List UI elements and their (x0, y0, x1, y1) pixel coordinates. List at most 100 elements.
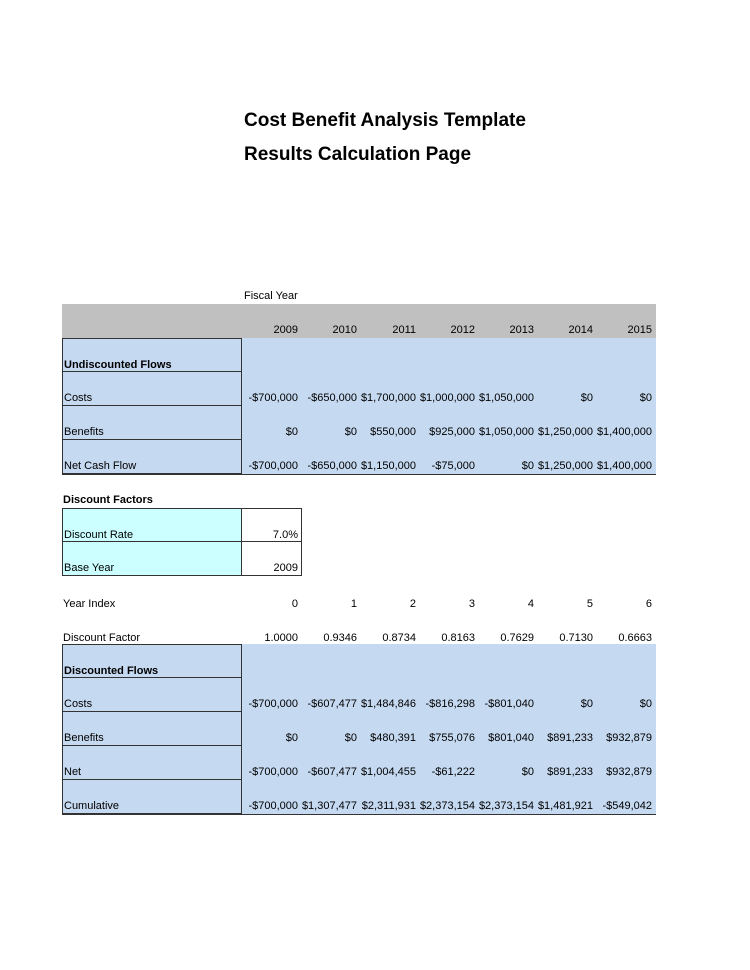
row-label: Benefits (62, 406, 242, 440)
cell[interactable]: 2009 (273, 324, 298, 336)
row-label: Cumulative (62, 780, 242, 814)
input-label: Discount Rate (62, 508, 242, 542)
cell[interactable]: -$700,000 (248, 460, 298, 472)
cell[interactable]: $1,004,455 (360, 766, 416, 778)
row-label: Net Cash Flow (62, 440, 242, 474)
cell[interactable]: $1,481,921 (537, 800, 593, 812)
cell[interactable]: 3 (468, 598, 475, 610)
cell[interactable]: 0.9346 (323, 632, 357, 644)
cell[interactable]: 4 (527, 598, 534, 610)
cell[interactable]: $1,484,846 (360, 698, 416, 710)
discounted-row: Cumulative -$700,000 $1,307,477 $2,311,931 $… (62, 780, 656, 815)
cell[interactable]: -$700,000 (248, 392, 298, 404)
cell[interactable]: $0 (580, 392, 593, 404)
undiscounted-row: Benefits $0 $0 $550,000 $925,000 $1,050,000 $1… (62, 406, 656, 440)
discounted-row: Benefits $0 $0 $480,391 $755,076 $801,040 $891… (62, 712, 656, 746)
cell[interactable]: $1,400,000 (596, 426, 652, 438)
cell[interactable]: $0 (521, 766, 534, 778)
cell[interactable]: $1,400,000 (596, 460, 652, 472)
fiscal-year-label: Fiscal Year (244, 290, 298, 302)
cell[interactable]: $1,250,000 (537, 460, 593, 472)
cell[interactable]: 2011 (392, 324, 416, 336)
row-label: Discounted Flows (62, 644, 242, 678)
cell[interactable]: $1,307,477 (301, 800, 357, 812)
cell[interactable]: 0.8734 (382, 632, 416, 644)
cell[interactable]: 0.8163 (441, 632, 475, 644)
cell[interactable]: -$700,000 (248, 800, 298, 812)
undiscounted-heading-row: Undiscounted Flows (62, 338, 656, 372)
page-subtitle: Results Calculation Page (244, 144, 472, 165)
cell[interactable]: 1 (350, 598, 357, 610)
cell[interactable]: -$816,298 (425, 698, 475, 710)
cell[interactable]: 0.6663 (618, 632, 652, 644)
cell[interactable]: 2012 (450, 324, 475, 336)
cell[interactable]: 5 (586, 598, 593, 610)
cell[interactable]: $2,373,154 (419, 800, 475, 812)
cell[interactable]: -$650,000 (307, 460, 357, 472)
cell[interactable]: $1,000,000 (419, 392, 475, 404)
cell[interactable]: $891,233 (547, 766, 593, 778)
row-label: Undiscounted Flows (62, 338, 242, 372)
cell[interactable]: -$700,000 (248, 766, 298, 778)
cell[interactable]: 2014 (568, 324, 593, 336)
cell[interactable]: 0.7629 (500, 632, 534, 644)
cell[interactable]: 2 (409, 598, 416, 610)
input-value[interactable]: 2009 (242, 542, 302, 576)
cell[interactable]: $550,000 (370, 426, 416, 438)
cell[interactable]: -$607,477 (307, 698, 357, 710)
row-label: Discount Factor (63, 632, 141, 644)
discount-factors-heading: Discount Factors (63, 494, 153, 506)
cell[interactable]: $2,373,154 (478, 800, 534, 812)
cell[interactable]: $0 (285, 732, 298, 744)
year-header-row: 2009 2010 2011 2012 2013 2014 2015 (62, 304, 656, 338)
cell[interactable]: $0 (521, 460, 534, 472)
cell[interactable]: $2,311,931 (361, 800, 416, 812)
cell[interactable]: $1,700,000 (360, 392, 416, 404)
discounted-row: Net -$700,000 -$607,477 $1,004,455 -$61,222 $… (62, 746, 656, 780)
cell[interactable]: -$650,000 (307, 392, 357, 404)
row-label: Net (62, 746, 242, 780)
row-label: Costs (62, 678, 242, 712)
discounted-heading-row: Discounted Flows (62, 644, 656, 678)
undiscounted-row: Net Cash Flow -$700,000 -$650,000 $1,150,00… (62, 440, 656, 475)
discount-factor-row: Discount Factor 1.0000 0.9346 0.8734 0.8163 0… (62, 612, 656, 646)
cell[interactable]: $925,000 (429, 426, 475, 438)
cell[interactable]: $932,879 (606, 766, 652, 778)
cell[interactable]: $0 (344, 426, 357, 438)
cell[interactable]: 2013 (509, 324, 534, 336)
cell[interactable]: $0 (639, 698, 652, 710)
cell[interactable]: $0 (639, 392, 652, 404)
cell[interactable]: $755,076 (429, 732, 475, 744)
discounted-row: Costs -$700,000 -$607,477 $1,484,846 -$816,2… (62, 678, 656, 712)
input-value[interactable]: 7.0% (242, 508, 302, 542)
cell[interactable]: 0 (291, 598, 298, 610)
row-label: Year Index (63, 598, 116, 610)
cell[interactable]: 2015 (627, 324, 652, 336)
cell[interactable]: 2010 (332, 324, 357, 336)
row-label: Costs (62, 372, 242, 406)
cell[interactable]: 1.0000 (264, 632, 298, 644)
cell[interactable]: $1,150,000 (360, 460, 416, 472)
undiscounted-row: Costs -$700,000 -$650,000 $1,700,000 $1,000,… (62, 372, 656, 406)
cell[interactable]: $0 (285, 426, 298, 438)
input-label: Base Year (62, 542, 242, 576)
cell[interactable]: $1,050,000 (478, 392, 534, 404)
cell[interactable]: -$61,222 (431, 766, 475, 778)
cell[interactable]: $1,250,000 (537, 426, 593, 438)
cell[interactable]: -$75,000 (431, 460, 475, 472)
cell[interactable]: 0.7130 (559, 632, 593, 644)
cell[interactable]: -$549,042 (602, 800, 652, 812)
cell[interactable]: $891,233 (547, 732, 593, 744)
cell[interactable]: -$801,040 (484, 698, 534, 710)
cell[interactable]: $932,879 (606, 732, 652, 744)
cell[interactable]: $0 (580, 698, 593, 710)
page-title: Cost Benefit Analysis Template (244, 110, 526, 131)
cell[interactable]: $1,050,000 (478, 426, 534, 438)
cell[interactable]: -$700,000 (248, 698, 298, 710)
cell[interactable]: 6 (645, 598, 652, 610)
cell[interactable]: $801,040 (488, 732, 534, 744)
cell[interactable]: $0 (344, 732, 357, 744)
cell[interactable]: -$607,477 (307, 766, 357, 778)
cell[interactable]: $480,391 (370, 732, 416, 744)
